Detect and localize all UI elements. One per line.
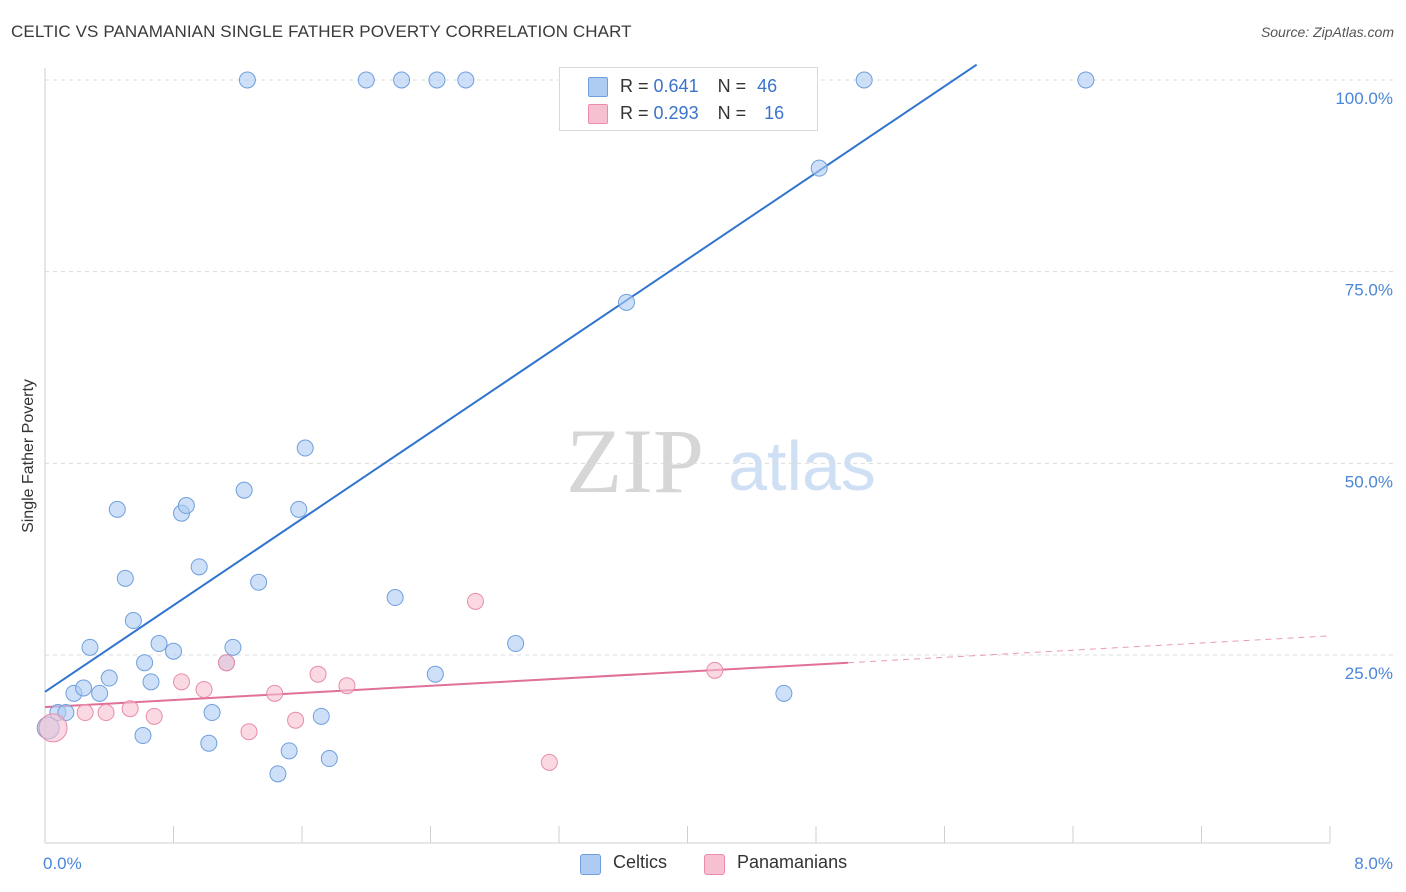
watermark-atlas: atlas	[728, 427, 876, 505]
celtics-trendline	[44, 63, 978, 693]
celtics-point	[280, 742, 298, 760]
correlation-legend: R = 0.641 N = 46 R = 0.293 N = 16	[559, 67, 818, 131]
panamanians-point	[540, 753, 558, 771]
celtics-point	[150, 635, 168, 653]
panamanians-point	[287, 711, 305, 729]
celtics-point	[165, 642, 182, 660]
panamanians-trendline-extension	[848, 635, 1331, 664]
celtics-point	[235, 481, 253, 499]
source-credit: Source: ZipAtlas.com	[1260, 24, 1394, 40]
panamanians-point	[97, 704, 115, 722]
celtics-point	[190, 558, 208, 576]
legend-label-panamanians: Panamanians	[737, 852, 848, 872]
y-tick-label: 50.0%	[1345, 472, 1393, 491]
panamanians-point	[173, 673, 191, 691]
legend-swatch-celtics	[580, 854, 601, 875]
panamanians-point	[145, 707, 163, 725]
celtics-point	[507, 635, 525, 653]
celtics-point	[393, 71, 411, 89]
celtics-point	[91, 684, 109, 702]
panamanians-point	[195, 681, 213, 699]
celtics-point	[312, 707, 330, 725]
celtics-point	[250, 573, 268, 591]
celtics-point	[775, 684, 793, 702]
panamanians-point	[76, 704, 94, 722]
celtics-point	[386, 589, 404, 607]
celtics-point	[136, 654, 154, 672]
panamanians-point	[338, 677, 356, 695]
x-tick-label: 8.0%	[1354, 854, 1393, 873]
legend-n-label: N =	[717, 103, 747, 123]
celtics-point	[116, 569, 134, 587]
celtics-point	[296, 439, 314, 457]
celtics-point	[357, 71, 375, 89]
celtics-point	[855, 71, 873, 89]
legend-swatch-panamanians	[588, 104, 608, 124]
panamanians-point	[121, 700, 139, 718]
legend-item-celtics: Celtics	[580, 852, 668, 875]
celtics-point	[75, 679, 93, 697]
celtics-point	[810, 159, 828, 177]
celtics-point	[290, 500, 308, 518]
celtics-point	[142, 673, 160, 691]
y-tick-label: 75.0%	[1345, 281, 1393, 300]
celtics-point	[617, 293, 635, 311]
celtics-point	[108, 500, 126, 518]
panamanians-point	[706, 661, 724, 679]
legend-r-value: 0.641	[653, 76, 699, 96]
celtics-point	[100, 669, 118, 687]
celtics-point	[203, 704, 221, 722]
legend-n-value: 46	[757, 76, 778, 96]
legend-n-label: N =	[717, 76, 747, 96]
celtics-point	[134, 727, 152, 745]
legend-r-label: R =	[620, 76, 649, 96]
y-tick-label: 100.0%	[1335, 89, 1393, 108]
celtics-point	[426, 665, 444, 683]
legend-r-value: 0.293	[653, 103, 699, 123]
legend-row-celtics: R = 0.641 N = 46	[620, 76, 777, 97]
watermark-zip: ZIP	[566, 410, 704, 512]
panamanians-point	[240, 723, 258, 741]
panamanians-trendline	[44, 661, 849, 709]
celtics-point	[428, 71, 446, 89]
panamanians-point	[309, 665, 327, 683]
legend-n-value: 16	[764, 103, 785, 123]
legend-swatch-panamanians	[704, 854, 725, 875]
celtics-point	[177, 497, 195, 515]
legend-swatch-celtics	[588, 77, 608, 97]
celtics-point	[81, 638, 99, 656]
panamanians-point	[218, 654, 236, 672]
panamanians-point	[466, 592, 484, 610]
legend-r-label: R =	[620, 103, 649, 123]
celtics-point	[124, 612, 142, 630]
celtics-point	[1077, 71, 1095, 89]
celtics-point	[457, 71, 475, 89]
y-tick-label: 25.0%	[1345, 664, 1393, 683]
x-tick-label: 0.0%	[43, 854, 82, 873]
panamanians-point	[38, 713, 68, 743]
celtics-point	[238, 71, 256, 89]
celtics-point	[200, 734, 218, 752]
celtics-point	[224, 638, 242, 656]
legend-row-panamanians: R = 0.293 N = 16	[620, 103, 784, 124]
celtics-point	[269, 765, 287, 783]
legend-item-panamanians: Panamanians	[704, 852, 848, 875]
panamanians-point	[266, 684, 284, 702]
celtics-point	[320, 750, 338, 768]
chart-title: CELTIC VS PANAMANIAN SINGLE FATHER POVER…	[11, 22, 632, 41]
legend-label-celtics: Celtics	[613, 852, 668, 872]
